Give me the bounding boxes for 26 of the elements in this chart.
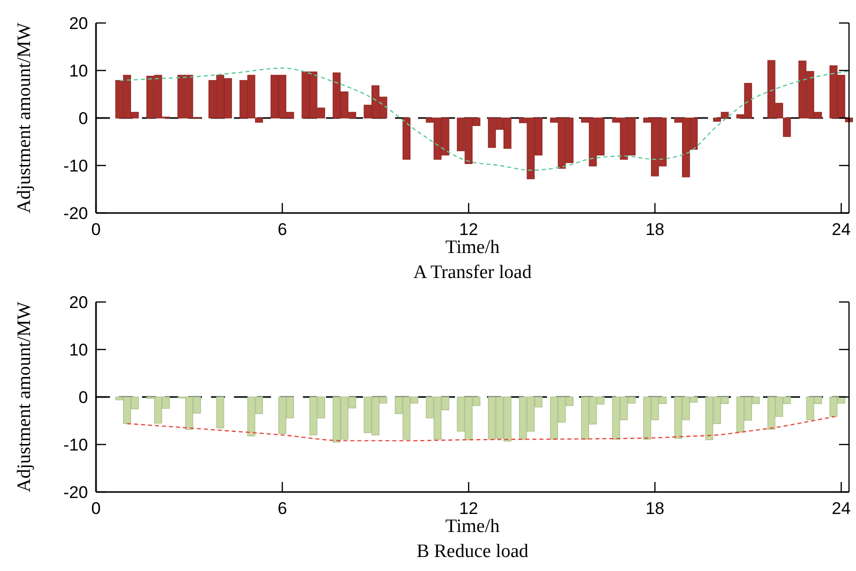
y-tick-label: 10 xyxy=(69,340,88,360)
x-tick-label: 24 xyxy=(832,220,851,239)
x-tick-label: 12 xyxy=(459,220,478,239)
y-tick-label: -20 xyxy=(63,204,88,223)
x-tick-label: 0 xyxy=(91,220,101,239)
x-tick-label: 24 xyxy=(832,499,851,518)
x-axis-title: Time/h xyxy=(445,237,500,258)
y-tick-label: 0 xyxy=(78,388,88,407)
y-tick-label: -20 xyxy=(63,482,88,502)
text: A Transfer load xyxy=(413,262,532,283)
x-tick-label: 18 xyxy=(645,499,664,518)
text: B Reduce load xyxy=(416,541,529,562)
x-tick-label: 0 xyxy=(91,499,101,518)
x-axis-title: Time/h xyxy=(445,516,500,537)
x-tick-label: 18 xyxy=(645,220,664,239)
y-tick-label: 0 xyxy=(78,108,88,128)
y-tick-label: 20 xyxy=(69,292,88,312)
x-tick-label: 12 xyxy=(459,499,478,518)
x-tick-label: 6 xyxy=(278,499,288,518)
y-axis-title: Adjustment amount/MW xyxy=(14,302,35,492)
y-tick-label: -10 xyxy=(63,156,88,176)
x-tick-label: 6 xyxy=(278,220,288,239)
y-tick-label: 10 xyxy=(69,61,88,80)
y-tick-label: -10 xyxy=(63,435,88,454)
y-axis-title: Adjustment amount/MW xyxy=(14,22,35,214)
y-tick-label: 20 xyxy=(69,14,88,33)
